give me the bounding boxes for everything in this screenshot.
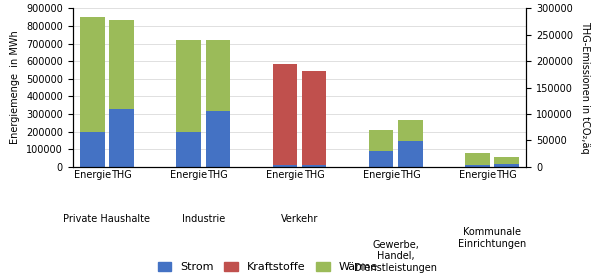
Text: Kommunale
Einrichtungen: Kommunale Einrichtungen [458,227,526,249]
Bar [272,165,297,167]
Bar [176,131,201,167]
Bar [206,40,230,111]
Bar [110,21,134,109]
Text: Verkehr: Verkehr [281,214,318,224]
Bar [302,165,327,167]
Bar [80,131,105,167]
Bar [369,130,393,151]
Legend: Strom, Kraftstoffe, Wärme: Strom, Kraftstoffe, Wärme [153,258,382,277]
Bar [398,142,423,167]
Y-axis label: Energiemenge  in MWh: Energiemenge in MWh [10,31,21,145]
Bar [80,17,105,131]
Y-axis label: THG-Emissionen in tCO₂,äq: THG-Emissionen in tCO₂,äq [580,21,590,154]
Bar [494,157,519,164]
Bar [176,40,201,131]
Text: Private Haushalte: Private Haushalte [64,214,151,224]
Bar [272,64,297,165]
Bar [398,120,423,142]
Text: Industrie: Industrie [182,214,225,224]
Bar [206,111,230,167]
Bar [465,165,489,167]
Text: Gewerbe,
Handel,
Dienstleistungen: Gewerbe, Handel, Dienstleistungen [355,240,437,273]
Bar [369,151,393,167]
Bar [465,153,489,165]
Bar [110,109,134,167]
Bar [302,71,327,165]
Bar [494,164,519,167]
